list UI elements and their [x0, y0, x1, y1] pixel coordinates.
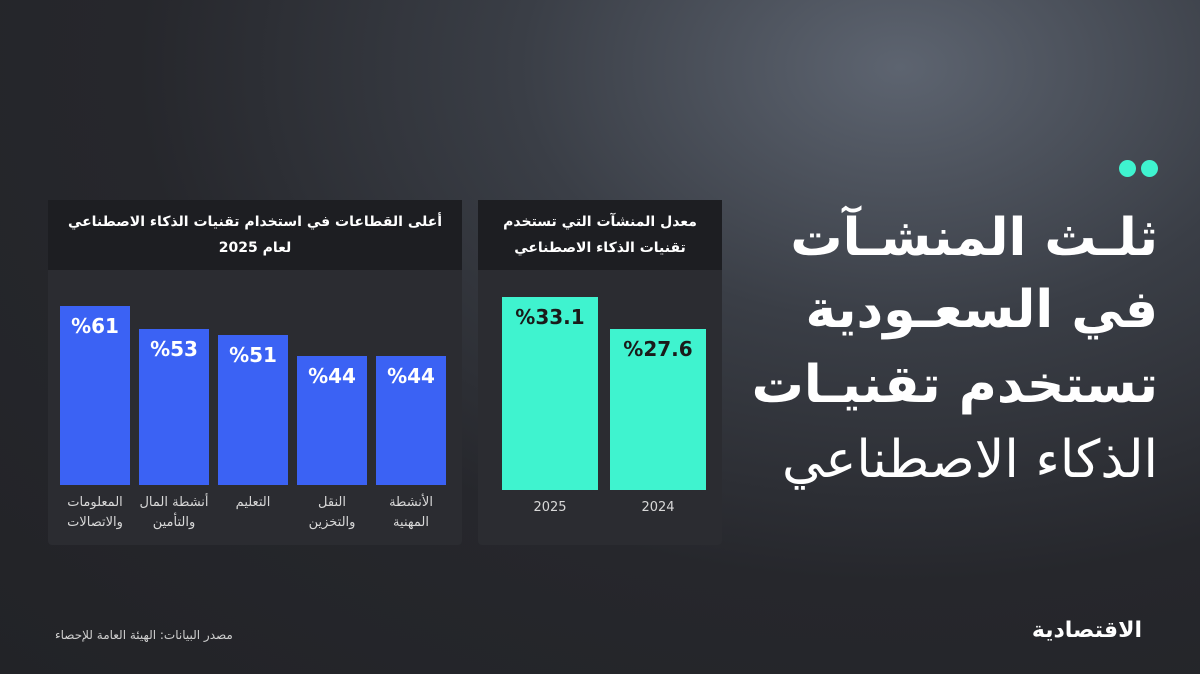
source: مصدر البيانات: الهيئة العامة للإحصاء: [55, 628, 233, 642]
chart-title: أعلى القطاعات في استخدام تقنيات الذكاء ا…: [48, 200, 462, 270]
value-label: %51: [229, 343, 277, 368]
bar: [610, 329, 706, 490]
x-tick-label: المعلومات والاتصالات: [67, 495, 123, 530]
headline-line: الذكاء الاصطناعي: [782, 430, 1158, 490]
x-tick-label: النقل والتخزين: [308, 495, 356, 530]
bar: [139, 329, 209, 485]
x-tick-label: الأنشطة المهنية: [389, 495, 433, 530]
bar: [218, 335, 288, 485]
chart-panel: معدل المنشآت التي تستخدم تقنيات الذكاء ا…: [478, 200, 722, 545]
value-label: %61: [71, 314, 119, 338]
headline-line: ثلـث المنشـآت: [790, 208, 1158, 268]
bar: [502, 297, 598, 490]
headline-line: في السعـودية: [805, 280, 1159, 340]
brand-logo: الاقتصادية: [1031, 618, 1142, 643]
value-label: %44: [308, 363, 356, 388]
x-tick-label: 2025: [533, 500, 567, 515]
x-tick-label: 2024: [641, 500, 675, 515]
value-label: %27.6: [623, 337, 693, 362]
chart-panel: أعلى القطاعات في استخدام تقنيات الذكاء ا…: [48, 200, 462, 545]
accent-dot: [1141, 160, 1158, 177]
x-tick-label: أنشطة المال والتأمين: [139, 495, 209, 530]
value-label: %53: [150, 337, 198, 362]
value-label: %33.1: [515, 305, 585, 329]
x-tick-label: التعليم: [235, 495, 271, 510]
headline-line: تستخدم تقنيـات: [751, 355, 1158, 415]
bar: [297, 355, 367, 485]
chart-title: معدل المنشآت التي تستخدم تقنيات الذكاء ا…: [478, 200, 722, 270]
accent-dot: [1119, 160, 1136, 177]
bar: [376, 355, 446, 485]
bar: [60, 306, 130, 485]
value-label: %44: [387, 363, 435, 388]
